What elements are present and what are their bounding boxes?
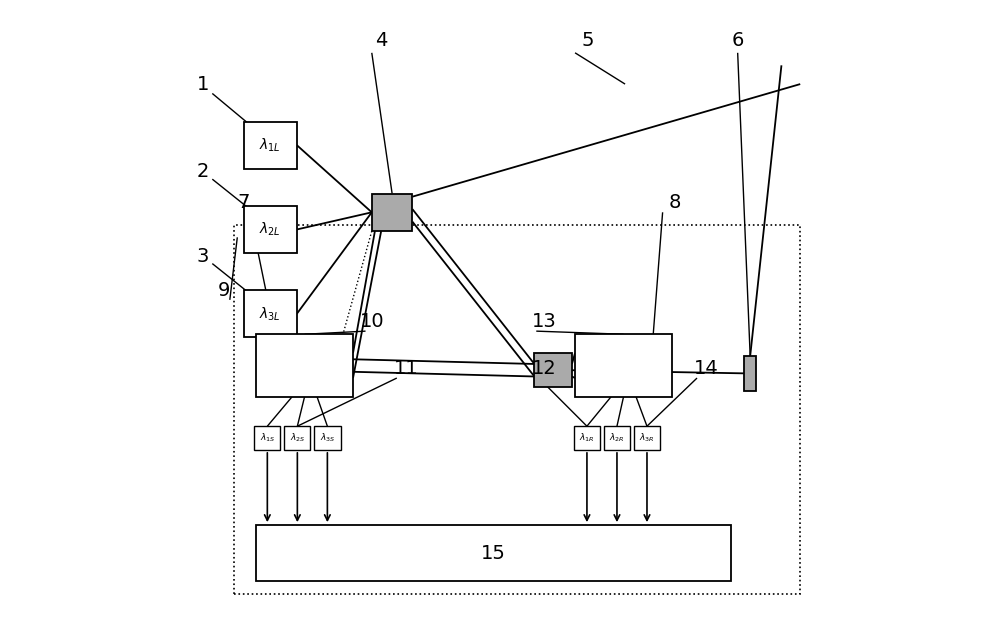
Text: 12: 12 [531,359,556,378]
Bar [256,334,353,397]
Bar [314,426,341,450]
Text: 4: 4 [375,31,387,50]
Text: $\lambda_{1L}$: $\lambda_{1L}$ [259,136,281,154]
Text: 5: 5 [581,31,594,50]
Text: 3: 3 [197,247,209,266]
Text: 15: 15 [481,544,506,563]
Text: 1: 1 [197,74,209,93]
Bar [254,426,280,450]
Bar [634,426,660,450]
Text: 9: 9 [217,281,230,300]
Bar [256,525,731,581]
Bar [744,356,756,391]
Text: 8: 8 [669,194,681,213]
Text: $\lambda_{2R}$: $\lambda_{2R}$ [609,432,625,444]
Text: 6: 6 [731,31,744,50]
Bar [244,206,297,253]
Text: 13: 13 [531,312,556,331]
Text: $\lambda_{3S}$: $\lambda_{3S}$ [320,432,335,444]
Text: 10: 10 [359,312,384,331]
Text: $\lambda_{3R}$: $\lambda_{3R}$ [639,432,655,444]
Bar [372,194,412,231]
Bar [575,334,672,397]
Bar [244,290,297,338]
Text: $\lambda_{1S}$: $\lambda_{1S}$ [260,432,275,444]
Text: 14: 14 [694,359,719,378]
Text: $\lambda_{2S}$: $\lambda_{2S}$ [290,432,305,444]
Bar [234,225,800,594]
Bar [284,426,310,450]
Bar [534,353,572,387]
Text: 2: 2 [197,162,209,181]
Text: 7: 7 [237,194,250,213]
Bar [574,426,600,450]
Text: $\lambda_{1R}$: $\lambda_{1R}$ [579,432,595,444]
Bar [604,426,630,450]
Text: $\lambda_{2L}$: $\lambda_{2L}$ [259,221,281,238]
Bar [244,122,297,168]
Text: 11: 11 [394,359,419,378]
Text: $\lambda_{3L}$: $\lambda_{3L}$ [259,305,281,322]
